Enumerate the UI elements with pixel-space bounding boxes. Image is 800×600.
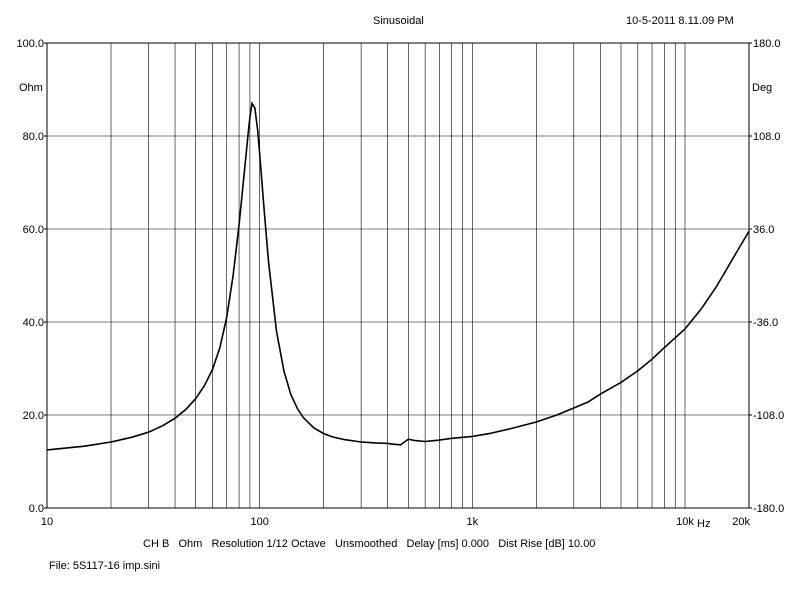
impedance-curve (46, 101, 750, 451)
y2-tick-label: -36.0 (753, 317, 778, 329)
y2-tick-label: 180.0 (753, 38, 781, 50)
y2-tick-label: 36.0 (753, 224, 774, 236)
x-tick-label: 20k (732, 516, 750, 528)
chart-title: Sinusoidal (373, 15, 424, 27)
x-tick-label: 1k (467, 516, 479, 528)
y-tick-label: 20.0 (23, 410, 44, 422)
y2-tick-label: -180.0 (753, 503, 784, 515)
y2-tick-label: 108.0 (753, 131, 781, 143)
y-tick-label: 40.0 (23, 317, 44, 329)
y-tick-label: 60.0 (23, 224, 44, 236)
y-tick-label: 100.0 (16, 38, 44, 50)
y2-tick-label: -108.0 (753, 410, 784, 422)
file-name: File: 5S117-16 imp.sini (49, 560, 161, 572)
y-tick-label: 80.0 (23, 131, 44, 143)
plot-area (46, 42, 750, 509)
y-axis-unit-ohm: Ohm (19, 82, 43, 94)
grid-lines (47, 43, 749, 508)
measurement-settings: CH B Ohm Resolution 1/12 Octave Unsmooth… (143, 538, 596, 550)
y-tick-label: 0.0 (29, 503, 44, 515)
y2-axis-unit-deg: Deg (752, 82, 773, 94)
x-tick-label: 10 (41, 516, 53, 528)
axis-labels: 0.0 20.0 40.0 60.0 80.0 100.0 -180.0 -108.0 -36.… (16, 38, 784, 528)
x-axis-unit-hz: Hz (697, 518, 711, 530)
x-tick-label: 10k (676, 516, 694, 528)
x-tick-label: 100 (250, 516, 268, 528)
timestamp: 10-5-2011 8.11.09 PM (626, 15, 734, 27)
